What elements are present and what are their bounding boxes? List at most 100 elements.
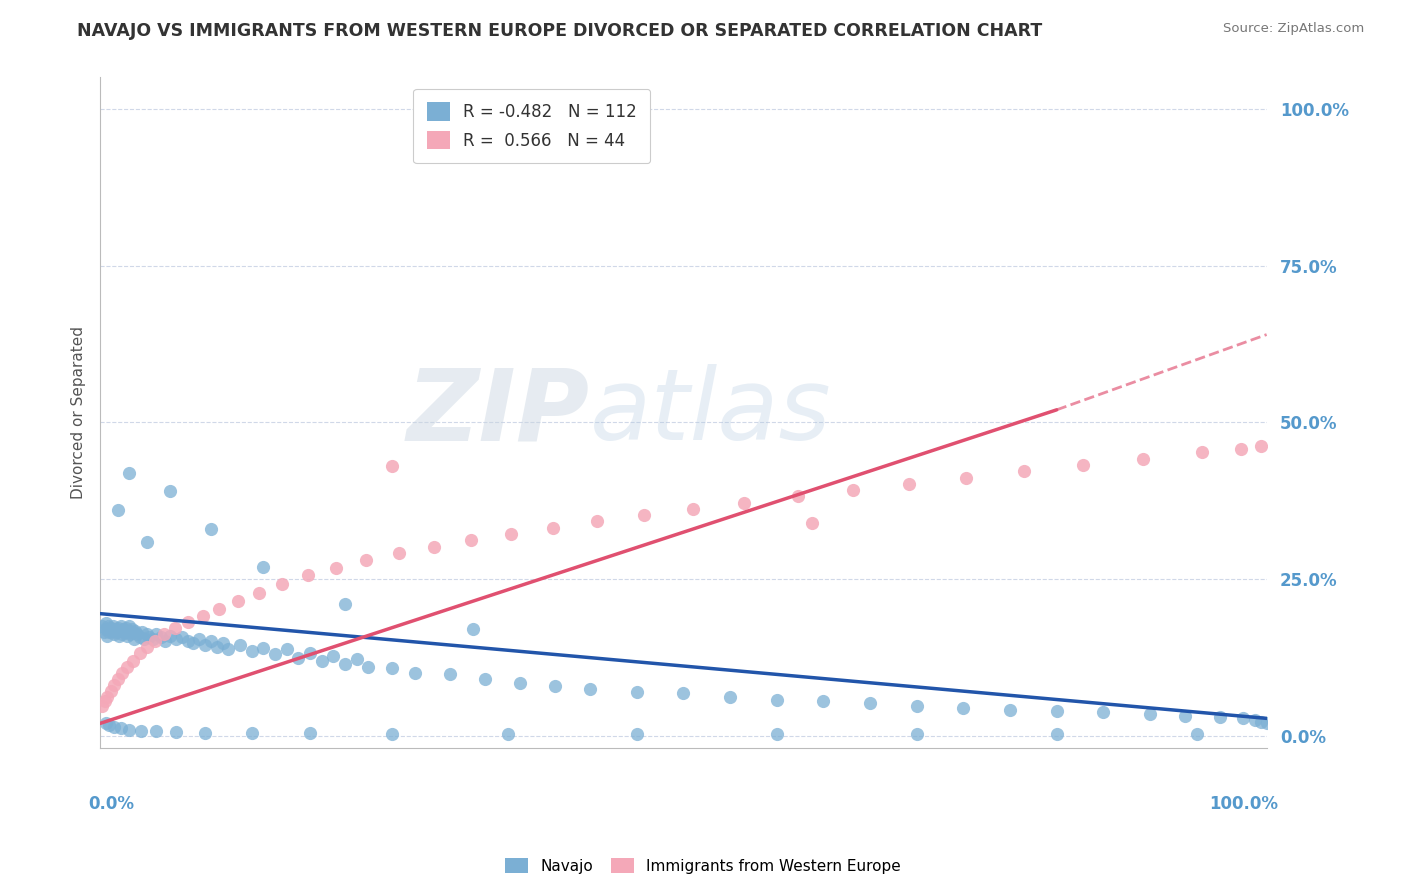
Text: 0.0%: 0.0%	[89, 796, 135, 814]
Point	[252, 641, 274, 656]
Point	[1250, 715, 1272, 730]
Point	[813, 694, 835, 708]
Point	[460, 533, 482, 548]
Point	[121, 623, 143, 637]
Point	[786, 489, 808, 503]
Text: NAVAJO VS IMMIGRANTS FROM WESTERN EUROPE DIVORCED OR SEPARATED CORRELATION CHART: NAVAJO VS IMMIGRANTS FROM WESTERN EUROPE…	[77, 22, 1043, 40]
Point	[1073, 458, 1095, 472]
Point	[96, 629, 118, 643]
Point	[107, 503, 129, 517]
Point	[159, 629, 181, 643]
Point	[100, 621, 122, 635]
Point	[165, 632, 187, 646]
Point	[682, 502, 704, 516]
Point	[1256, 716, 1278, 731]
Text: ZIP: ZIP	[408, 365, 591, 461]
Point	[135, 534, 157, 549]
Point	[299, 646, 322, 660]
Point	[183, 636, 205, 650]
Point	[205, 640, 228, 654]
Point	[439, 667, 461, 681]
Point	[211, 636, 233, 650]
Point	[208, 602, 231, 616]
Point	[98, 625, 121, 640]
Point	[120, 627, 142, 641]
Point	[626, 727, 648, 741]
Point	[138, 630, 160, 644]
Point	[96, 690, 118, 704]
Point	[1139, 706, 1161, 721]
Point	[322, 648, 344, 663]
Point	[905, 698, 928, 713]
Point	[1046, 704, 1069, 718]
Point	[765, 692, 787, 706]
Point	[217, 642, 239, 657]
Point	[247, 586, 270, 600]
Point	[100, 683, 122, 698]
Point	[103, 627, 125, 641]
Point	[955, 470, 977, 484]
Y-axis label: Divorced or Separated: Divorced or Separated	[72, 326, 86, 500]
Point	[859, 696, 882, 710]
Point	[159, 484, 181, 499]
Point	[135, 640, 157, 654]
Point	[422, 540, 444, 554]
Point	[626, 685, 648, 699]
Point	[1191, 445, 1213, 459]
Point	[103, 677, 125, 691]
Point	[463, 623, 485, 637]
Point	[118, 723, 141, 737]
Point	[333, 657, 356, 671]
Point	[194, 726, 217, 740]
Point	[998, 703, 1021, 717]
Point	[381, 459, 404, 474]
Point	[101, 624, 124, 638]
Point	[176, 615, 198, 629]
Point	[111, 666, 134, 681]
Point	[98, 717, 121, 731]
Point	[498, 727, 520, 741]
Text: 100.0%: 100.0%	[1209, 796, 1278, 814]
Point	[165, 724, 187, 739]
Point	[142, 632, 165, 646]
Point	[149, 630, 172, 644]
Point	[287, 650, 309, 665]
Point	[381, 727, 404, 741]
Point	[111, 627, 134, 641]
Point	[127, 627, 149, 641]
Legend: Navajo, Immigrants from Western Europe: Navajo, Immigrants from Western Europe	[499, 852, 907, 880]
Point	[191, 608, 214, 623]
Text: atlas: atlas	[591, 365, 832, 461]
Point	[240, 726, 263, 740]
Point	[194, 638, 217, 652]
Point	[1092, 705, 1115, 719]
Point	[101, 619, 124, 633]
Point	[1046, 727, 1069, 741]
Point	[91, 698, 114, 713]
Point	[499, 527, 522, 541]
Point	[1185, 727, 1208, 741]
Point	[135, 627, 157, 641]
Point	[1209, 710, 1232, 724]
Point	[252, 559, 274, 574]
Point	[145, 627, 167, 641]
Point	[131, 625, 153, 640]
Point	[104, 623, 127, 637]
Point	[105, 625, 128, 640]
Point	[115, 660, 138, 674]
Point	[103, 719, 125, 733]
Point	[905, 727, 928, 741]
Point	[108, 624, 131, 638]
Point	[897, 476, 920, 491]
Point	[107, 629, 129, 643]
Point	[297, 568, 319, 582]
Point	[354, 553, 377, 567]
Point	[952, 700, 974, 714]
Point	[114, 621, 136, 635]
Point	[404, 666, 426, 681]
Text: Source: ZipAtlas.com: Source: ZipAtlas.com	[1223, 22, 1364, 36]
Point	[94, 694, 117, 708]
Point	[388, 546, 411, 560]
Point	[841, 483, 863, 497]
Point	[541, 521, 564, 535]
